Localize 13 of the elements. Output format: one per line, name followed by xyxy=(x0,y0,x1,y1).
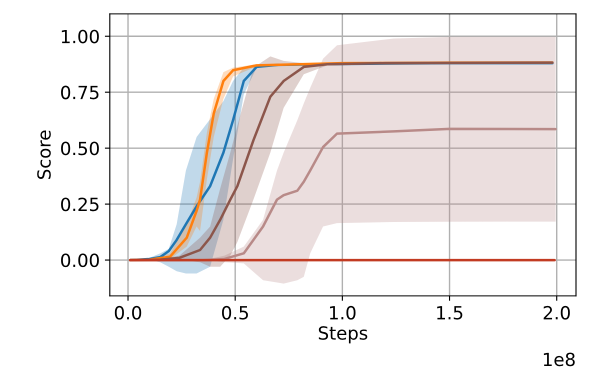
x-tick-label: 1.0 xyxy=(330,306,356,320)
x-axis-title: Steps xyxy=(318,326,368,344)
x-tick-label: 2.0 xyxy=(544,306,570,320)
x-tick-label: 0.5 xyxy=(222,306,248,320)
y-tick-label: 0.75 xyxy=(61,86,98,100)
x-tick-label: 1.5 xyxy=(437,306,462,320)
text: 1e8 xyxy=(544,352,575,366)
y-tick-label: 1.00 xyxy=(62,30,99,44)
y-tick-label: 0.25 xyxy=(61,198,98,212)
x-tick-label: 0.0 xyxy=(114,306,142,320)
y-tick-label: 0.00 xyxy=(61,254,99,268)
y-axis-title: Score xyxy=(37,130,51,179)
y-tick-label: 0.50 xyxy=(61,142,99,156)
